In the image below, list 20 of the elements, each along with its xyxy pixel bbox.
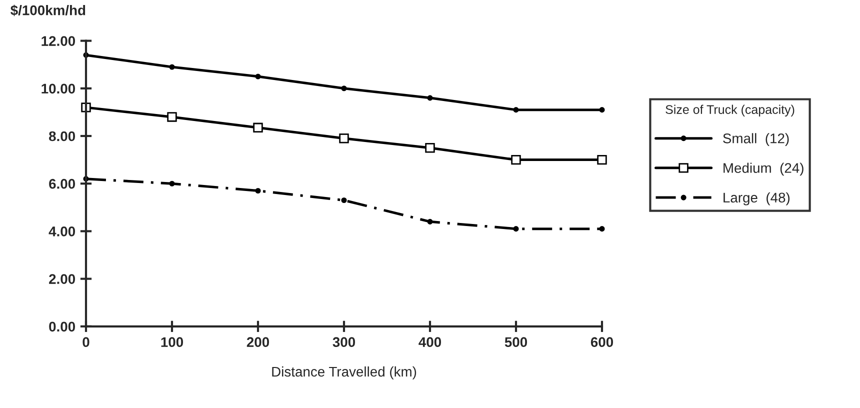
x-tick-label: 200 <box>246 337 270 348</box>
x-tick-label: 0 <box>82 337 90 348</box>
legend-title: Size of Truck (capacity) <box>666 104 794 116</box>
y-axis-title: $/100km/hd <box>10 4 86 16</box>
y-tick-label: 0.00 <box>49 322 76 332</box>
legend-label: Medium (24) <box>724 162 804 176</box>
x-tick-label: 300 <box>332 337 356 348</box>
x-tick-label: 500 <box>504 337 528 348</box>
y-tick-label: 4.00 <box>48 226 76 236</box>
y-tick-label: 6.00 <box>49 178 76 189</box>
y-tick-label: 12.00 <box>42 36 76 46</box>
x-axis-title: Distance Travelled (km) <box>272 366 416 380</box>
y-tick-label: 2.00 <box>49 274 76 284</box>
x-tick-label: 400 <box>418 337 442 348</box>
y-tick-label: 10.00 <box>42 84 76 94</box>
x-tick-label: 100 <box>161 337 184 348</box>
x-tick-label: 600 <box>590 337 614 348</box>
legend-label: Large (48) <box>724 192 790 206</box>
y-tick-label: 8.00 <box>48 131 76 142</box>
legend-label: Small (12) <box>723 133 789 146</box>
